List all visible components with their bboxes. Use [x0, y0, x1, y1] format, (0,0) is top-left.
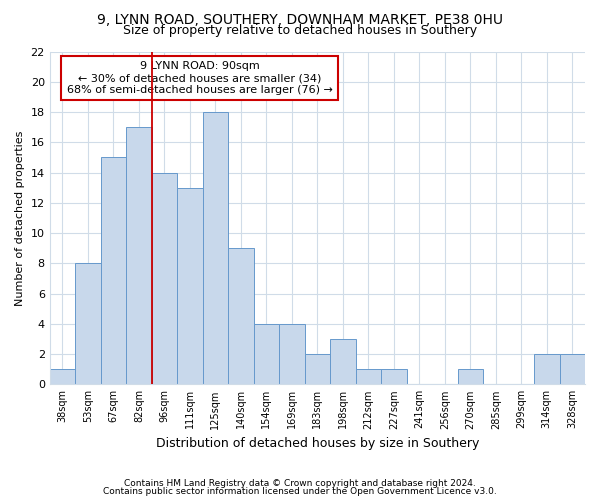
Bar	[560, 354, 585, 384]
Bar	[126, 127, 152, 384]
Bar	[228, 248, 254, 384]
Bar	[203, 112, 228, 384]
Text: 9, LYNN ROAD, SOUTHERY, DOWNHAM MARKET, PE38 0HU: 9, LYNN ROAD, SOUTHERY, DOWNHAM MARKET, …	[97, 12, 503, 26]
Bar	[50, 369, 75, 384]
Bar	[330, 339, 356, 384]
Bar	[279, 324, 305, 384]
Bar	[254, 324, 279, 384]
Bar	[356, 369, 381, 384]
Y-axis label: Number of detached properties: Number of detached properties	[15, 130, 25, 306]
Text: Size of property relative to detached houses in Southery: Size of property relative to detached ho…	[123, 24, 477, 37]
Bar	[101, 158, 126, 384]
Bar	[534, 354, 560, 384]
Text: 9 LYNN ROAD: 90sqm
← 30% of detached houses are smaller (34)
68% of semi-detache: 9 LYNN ROAD: 90sqm ← 30% of detached hou…	[67, 62, 332, 94]
Text: Contains public sector information licensed under the Open Government Licence v3: Contains public sector information licen…	[103, 487, 497, 496]
Bar	[305, 354, 330, 384]
Bar	[152, 172, 177, 384]
Bar	[177, 188, 203, 384]
Bar	[75, 264, 101, 384]
X-axis label: Distribution of detached houses by size in Southery: Distribution of detached houses by size …	[155, 437, 479, 450]
Bar	[381, 369, 407, 384]
Text: Contains HM Land Registry data © Crown copyright and database right 2024.: Contains HM Land Registry data © Crown c…	[124, 478, 476, 488]
Bar	[458, 369, 483, 384]
